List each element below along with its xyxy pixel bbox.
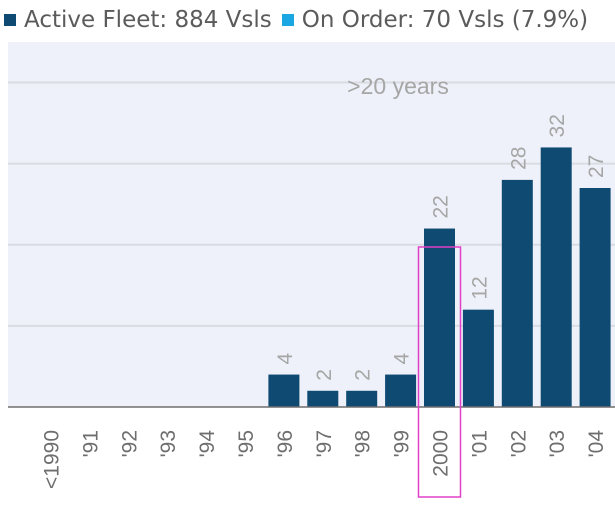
bar-04 bbox=[579, 188, 611, 407]
x-tick-label: '01 bbox=[468, 430, 491, 457]
data-label: 22 bbox=[430, 195, 453, 218]
legend-label-active: Active Fleet: 884 Vsls bbox=[24, 7, 272, 33]
chart-legend: Active Fleet: 884 Vsls On Order: 70 Vsls… bbox=[4, 2, 598, 38]
legend-swatch-active bbox=[4, 14, 16, 26]
bar-98 bbox=[346, 390, 378, 407]
x-tick-label: '91 bbox=[79, 430, 102, 457]
x-tick-label: '96 bbox=[274, 430, 297, 457]
data-label: 2 bbox=[313, 369, 336, 381]
data-label: 28 bbox=[507, 147, 530, 170]
legend-item-active-fleet[interactable]: Active Fleet: 884 Vsls bbox=[4, 7, 272, 33]
data-label: 27 bbox=[585, 155, 608, 178]
bar-2000 bbox=[424, 228, 455, 407]
highlight-box-2000 bbox=[417, 246, 462, 498]
data-label: 4 bbox=[274, 353, 297, 365]
x-tick-label: 2000 bbox=[430, 430, 453, 477]
bar-97 bbox=[307, 390, 339, 407]
x-tick-label: '94 bbox=[196, 430, 219, 458]
x-tick-label: '98 bbox=[352, 430, 375, 457]
bar-99 bbox=[385, 374, 417, 407]
x-tick-label: '97 bbox=[313, 430, 336, 457]
legend-item-on-order[interactable]: On Order: 70 Vsls (7.9%) bbox=[281, 7, 589, 33]
bar-03 bbox=[540, 147, 572, 407]
data-label: 32 bbox=[546, 114, 569, 137]
x-tick-label: '02 bbox=[507, 430, 530, 457]
x-tick-label: '95 bbox=[235, 430, 258, 457]
x-tick-label: '99 bbox=[391, 430, 414, 457]
bar-01 bbox=[462, 309, 494, 407]
legend-swatch-on-order bbox=[281, 14, 294, 26]
x-tick-label: '04 bbox=[585, 430, 608, 458]
x-tick-label: <1990 bbox=[41, 430, 64, 489]
x-tick-label: '03 bbox=[546, 430, 569, 457]
data-label: 4 bbox=[391, 353, 414, 365]
data-label: 12 bbox=[468, 276, 491, 299]
x-tick-labels: <1990 '91 '92 '93 '94 '95 '96 '97 '98 '99 2000 '01 '… bbox=[41, 430, 609, 489]
legend-label-on-order: On Order: 70 Vsls (7.9%) bbox=[301, 7, 589, 33]
x-tick-label: '93 bbox=[157, 430, 180, 457]
x-tick-label: '92 bbox=[118, 430, 141, 457]
data-label: 2 bbox=[352, 369, 375, 381]
bar-02 bbox=[501, 179, 533, 407]
bar-96 bbox=[268, 374, 300, 407]
age-annotation: >20 years bbox=[347, 73, 449, 99]
